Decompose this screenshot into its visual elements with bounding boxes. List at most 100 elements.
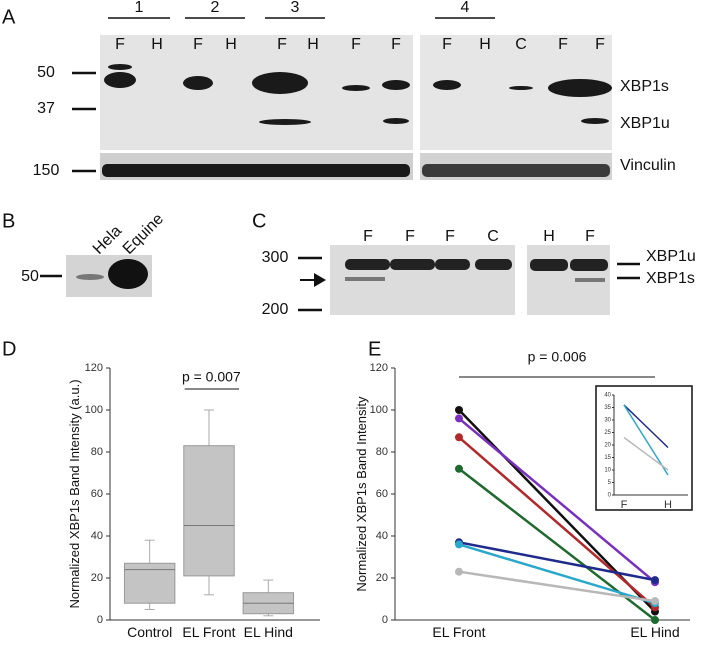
- box: [183, 445, 235, 577]
- lane-label: F: [363, 228, 373, 245]
- y-tick-label: 80: [376, 446, 388, 458]
- band-label: XBP1s: [620, 78, 669, 95]
- y-tick-label: 40: [604, 393, 611, 399]
- lane-label: F: [558, 36, 568, 53]
- y-tick-label: 60: [376, 488, 388, 500]
- lane-label: H: [479, 36, 491, 53]
- series-line: [458, 417, 656, 584]
- panel-label: C: [252, 210, 266, 232]
- point: [455, 567, 463, 576]
- group-label: 1: [135, 0, 144, 16]
- point: [455, 414, 463, 423]
- group-label: 3: [291, 0, 300, 16]
- panel-label: E: [368, 338, 381, 360]
- y-tick-label: 15: [604, 455, 611, 461]
- point: [455, 540, 463, 549]
- series-line: [458, 541, 656, 582]
- group-label: 2: [211, 0, 220, 16]
- series-line: [458, 467, 656, 621]
- marker-label: 50: [21, 268, 39, 285]
- annotation: p = 0.007: [182, 369, 241, 385]
- y-tick-label: 0: [382, 614, 388, 626]
- marker-label: 50: [37, 64, 55, 81]
- marker-lines: [40, 71, 640, 312]
- panel-label: A: [2, 6, 16, 28]
- lane-label: F: [277, 36, 287, 53]
- lane-label: C: [515, 36, 527, 53]
- series-line: [623, 404, 669, 449]
- lane-label: H: [225, 36, 237, 53]
- y-tick-label: 40: [376, 530, 388, 542]
- group-label: 4: [461, 0, 470, 16]
- point: [455, 464, 463, 473]
- lane-label: F: [405, 228, 415, 245]
- y-tick-label: 100: [370, 404, 388, 416]
- y-axis-label: Normalized XBP1s Band Intensity: [354, 396, 369, 592]
- x-tick-label: EL Hind: [630, 624, 680, 640]
- y-tick-label: 0: [608, 493, 612, 499]
- y-tick-label: 60: [91, 488, 103, 500]
- y-tick-label: 5: [608, 480, 612, 486]
- y-tick-label: 20: [376, 572, 388, 584]
- y-tick-label: 120: [370, 362, 388, 374]
- y-tick-label: 30: [604, 418, 611, 424]
- lane-label: F: [351, 36, 361, 53]
- band: [76, 274, 104, 280]
- lane-label: F: [445, 228, 455, 245]
- marker-label: 37: [37, 100, 55, 117]
- point: [455, 433, 463, 442]
- x-tick-label: F: [621, 499, 628, 511]
- y-tick-label: 40: [91, 530, 103, 542]
- y-tick-label: 20: [91, 572, 103, 584]
- band-label: XBP1u: [620, 115, 670, 132]
- lane-label: Hela: [90, 222, 125, 257]
- point: [651, 597, 659, 606]
- y-tick-label: 25: [604, 430, 611, 436]
- marker-label: 200: [262, 301, 289, 318]
- blot: [100, 35, 413, 150]
- panel-label: D: [2, 338, 16, 360]
- x-tick-label: EL Front: [432, 624, 486, 640]
- series-line: [623, 436, 669, 471]
- y-tick-label: 120: [85, 362, 103, 374]
- band-label: XBP1s: [646, 270, 695, 287]
- y-tick-label: 0: [97, 614, 103, 626]
- y-tick-label: 80: [91, 446, 103, 458]
- marker-label: 300: [262, 249, 289, 266]
- point: [651, 616, 659, 624]
- lane-label: H: [307, 36, 319, 53]
- x-tick-label: EL Front: [182, 624, 236, 640]
- y-tick-label: 10: [604, 468, 611, 474]
- lane-label: F: [391, 36, 401, 53]
- lane-label: F: [585, 228, 595, 245]
- lane-label: H: [543, 228, 555, 245]
- lane-label: F: [115, 36, 125, 53]
- band-label: XBP1u: [646, 248, 696, 265]
- series-line: [458, 543, 656, 605]
- series-line: [623, 404, 669, 476]
- point: [455, 406, 463, 414]
- inset-frame: [595, 385, 693, 511]
- series-line: [458, 436, 656, 609]
- bands: [345, 259, 608, 282]
- lane-label: F: [442, 36, 452, 53]
- series-line: [458, 570, 656, 603]
- band: [108, 259, 148, 289]
- marker-label: 150: [33, 162, 60, 179]
- lane-label: Equine: [120, 210, 167, 257]
- y-tick-label: 100: [85, 404, 103, 416]
- arrow-head: [314, 273, 326, 287]
- lane-label: F: [595, 36, 605, 53]
- annotation: p = 0.006: [528, 349, 587, 365]
- lane-label: C: [487, 228, 499, 245]
- x-tick-label: EL Hind: [243, 624, 293, 640]
- lane-label: H: [151, 36, 163, 53]
- point: [651, 576, 659, 585]
- x-tick-label: H: [664, 499, 672, 511]
- y-tick-label: 20: [604, 443, 611, 449]
- bands: [102, 64, 612, 177]
- lane-label: F: [193, 36, 203, 53]
- panel-label: B: [2, 210, 15, 232]
- x-tick-label: Control: [127, 624, 173, 640]
